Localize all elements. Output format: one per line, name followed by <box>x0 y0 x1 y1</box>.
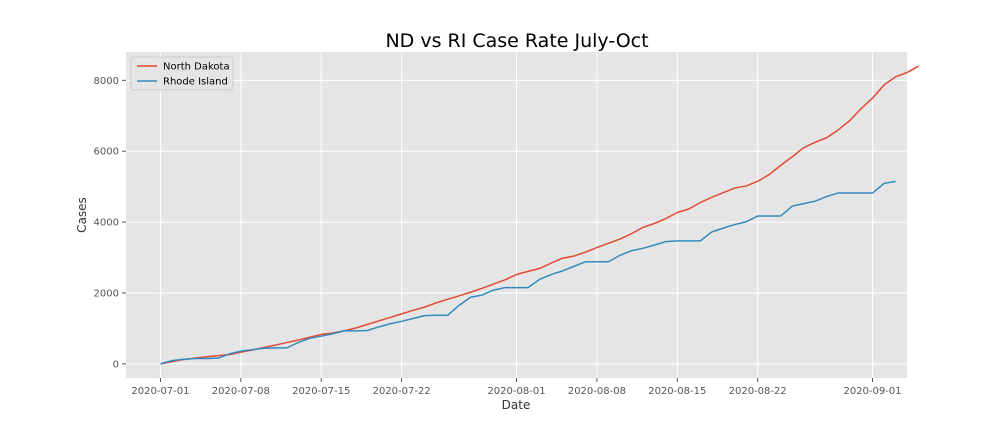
x-tick-label: 2020-08-22 <box>729 386 787 397</box>
legend-label-north-dakota: North Dakota <box>163 62 230 73</box>
x-tick-label: 2020-08-01 <box>487 386 545 397</box>
grid-lines <box>126 52 907 378</box>
x-axis-label: Date <box>502 398 531 412</box>
x-tick-label: 2020-07-22 <box>373 386 431 397</box>
series-line-north-dakota <box>160 65 919 365</box>
x-tick-label: 2020-07-01 <box>131 386 189 397</box>
series-line-rhode-island <box>160 180 896 365</box>
y-tick-label: 2000 <box>94 288 119 299</box>
legend: North Dakota Rhode Island <box>130 56 234 91</box>
series-layer <box>160 65 919 365</box>
legend-label-rhode-island: Rhode Island <box>163 77 228 88</box>
x-axis-ticks: 2020-07-01 2020-07-08 2020-07-15 2020-07-22… <box>131 378 902 397</box>
x-tick-label: 2020-07-08 <box>212 386 270 397</box>
chart-title: ND vs RI Case Rate July-Oct <box>385 30 648 52</box>
y-tick-label: 4000 <box>94 218 119 229</box>
y-tick-label: 6000 <box>94 147 119 158</box>
x-tick-label: 2020-07-15 <box>292 386 350 397</box>
y-tick-label: 0 <box>113 359 119 370</box>
y-axis-label: Cases <box>75 197 89 233</box>
x-tick-label: 2020-08-08 <box>568 386 626 397</box>
y-tick-label: 8000 <box>94 76 119 87</box>
y-axis-ticks: 0 2000 4000 6000 8000 <box>94 76 126 370</box>
x-tick-label: 2020-08-15 <box>648 386 706 397</box>
x-tick-label: 2020-09-01 <box>843 386 901 397</box>
